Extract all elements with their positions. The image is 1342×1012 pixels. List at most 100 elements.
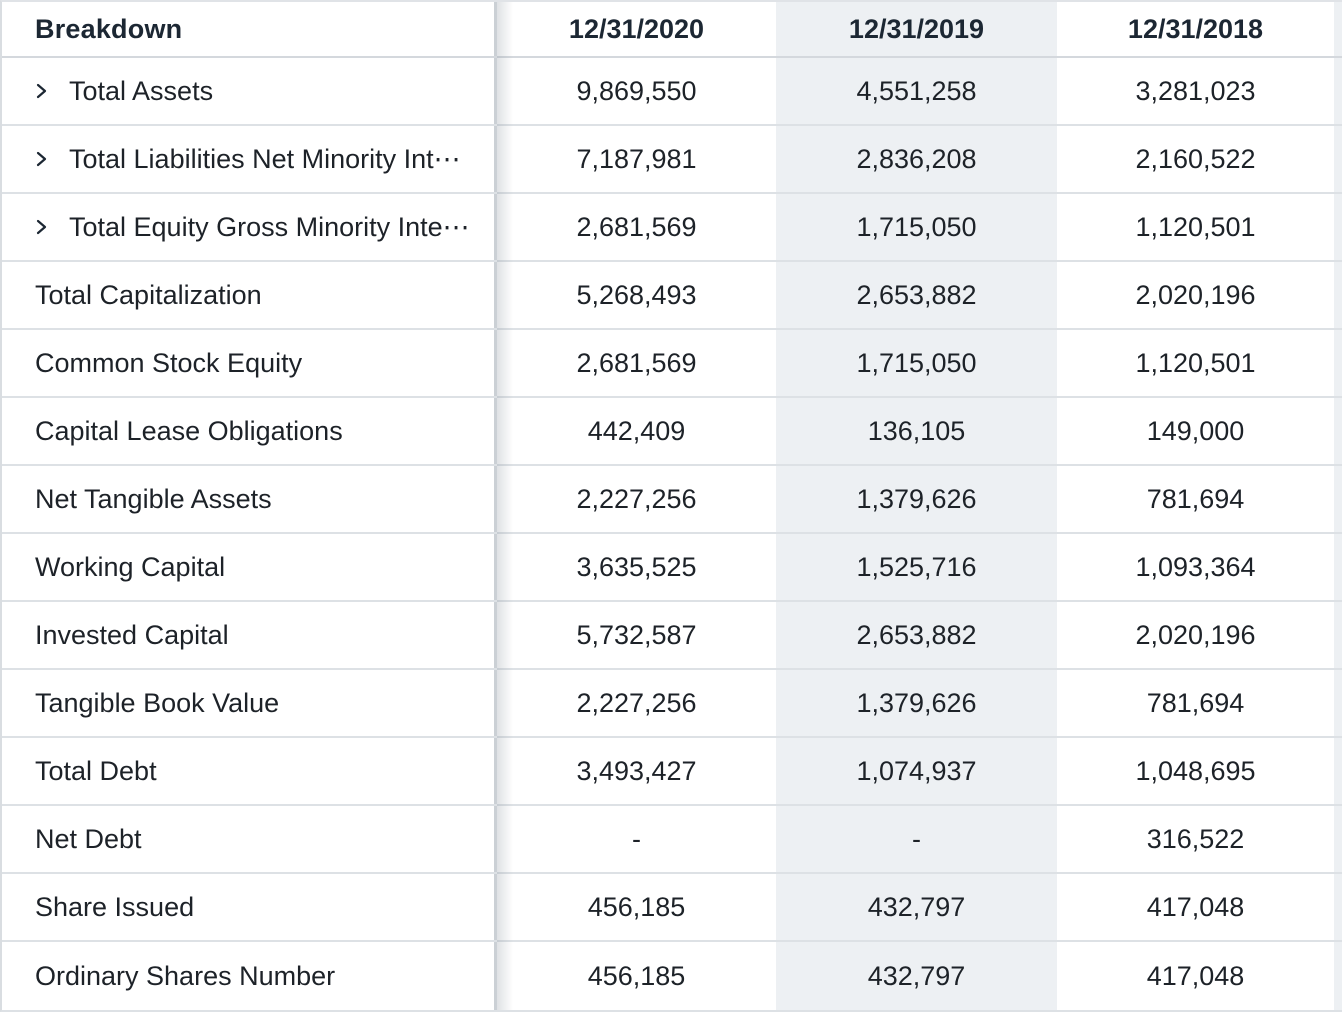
value-cell-2020: 9,869,550	[576, 75, 697, 106]
next-column-edge	[1334, 194, 1342, 260]
value-cell-2019: 4,551,258	[776, 58, 1057, 124]
value-cell-2018: 3,281,023	[1135, 75, 1256, 106]
table-row: Invested Capital 5,732,587 2,653,882 2,0…	[2, 602, 1342, 670]
row-label: Total Capitalization	[35, 279, 262, 310]
next-column-edge	[1334, 58, 1342, 124]
row-label: Total Equity Gross Minority Inte⋯	[69, 211, 470, 242]
table-row: Share Issued 456,185 432,797 417,048	[2, 874, 1342, 942]
value-cell-2019: 1,715,050	[776, 330, 1057, 396]
row-label: Tangible Book Value	[35, 687, 280, 718]
value-cell-2018: 1,120,501	[1135, 211, 1256, 242]
column-header-date-2020: 12/31/2020	[568, 13, 705, 44]
row-label: Total Debt	[35, 755, 157, 786]
next-column-edge	[1334, 330, 1342, 396]
table-row: Ordinary Shares Number 456,185 432,797 4…	[2, 942, 1342, 1010]
value-cell-2020: 442,409	[587, 415, 686, 446]
value-cell-2019: 2,836,208	[776, 126, 1057, 192]
table-row: Total Liabilities Net Minority Int⋯ 7,18…	[2, 126, 1342, 194]
row-label: Total Assets	[69, 75, 214, 106]
row-label: Net Tangible Assets	[35, 483, 272, 514]
row-label: Common Stock Equity	[35, 347, 303, 378]
row-label: Ordinary Shares Number	[35, 960, 336, 991]
table-row: Total Debt 3,493,427 1,074,937 1,048,695	[2, 738, 1342, 806]
value-cell-2019: 136,105	[776, 398, 1057, 464]
next-column-edge	[1334, 874, 1342, 940]
value-cell-2018: 149,000	[1146, 415, 1245, 446]
chevron-right-icon[interactable]	[35, 218, 48, 236]
next-column-edge	[1334, 2, 1342, 56]
row-label: Net Debt	[35, 823, 142, 854]
row-label-cell: Ordinary Shares Number	[2, 942, 497, 1010]
value-cell-2019: -	[776, 806, 1057, 872]
next-column-edge	[1334, 942, 1342, 1010]
value-cell-2020: 7,187,981	[576, 143, 697, 174]
row-label-cell: Tangible Book Value	[2, 670, 497, 736]
next-column-edge	[1334, 262, 1342, 328]
value-cell-2019: 2,653,882	[776, 262, 1057, 328]
row-label-cell: Net Debt	[2, 806, 497, 872]
table-row: Total Capitalization 5,268,493 2,653,882…	[2, 262, 1342, 330]
next-column-edge	[1334, 398, 1342, 464]
row-label: Invested Capital	[35, 619, 229, 650]
row-label-cell: Share Issued	[2, 874, 497, 940]
chevron-right-icon[interactable]	[35, 82, 48, 100]
row-label: Total Liabilities Net Minority Int⋯	[69, 143, 461, 174]
table-row: Net Debt - - 316,522	[2, 806, 1342, 874]
row-label-cell[interactable]: Total Assets	[2, 58, 497, 124]
column-header-breakdown: Breakdown	[2, 2, 497, 56]
value-cell-2018: 781,694	[1146, 483, 1245, 514]
value-cell-2020: 456,185	[587, 960, 686, 991]
next-column-edge	[1334, 602, 1342, 668]
column-header-date-2019: 12/31/2019	[776, 2, 1057, 56]
value-cell-2020: 456,185	[587, 891, 686, 922]
value-cell-2019: 1,379,626	[776, 670, 1057, 736]
next-column-edge	[1334, 466, 1342, 532]
value-cell-2018: 417,048	[1146, 891, 1245, 922]
value-cell-2018: 1,120,501	[1135, 347, 1256, 378]
next-column-edge	[1334, 534, 1342, 600]
value-cell-2018: 781,694	[1146, 687, 1245, 718]
value-cell-2018: 2,020,196	[1135, 619, 1256, 650]
row-label: Share Issued	[35, 891, 195, 922]
value-cell-2020: 3,635,525	[576, 551, 697, 582]
value-cell-2018: 2,020,196	[1135, 279, 1256, 310]
table-row: Net Tangible Assets 2,227,256 1,379,626 …	[2, 466, 1342, 534]
value-cell-2018: 417,048	[1146, 960, 1245, 991]
value-cell-2019: 1,525,716	[776, 534, 1057, 600]
row-label-cell: Common Stock Equity	[2, 330, 497, 396]
value-cell-2020: 2,227,256	[576, 483, 697, 514]
value-cell-2018: 1,048,695	[1135, 755, 1256, 786]
row-label-cell[interactable]: Total Equity Gross Minority Inte⋯	[2, 194, 497, 260]
row-label-cell: Net Tangible Assets	[2, 466, 497, 532]
chevron-right-icon[interactable]	[35, 150, 48, 168]
value-cell-2018: 1,093,364	[1135, 551, 1256, 582]
table-body: Total Assets 9,869,550 4,551,258 3,281,0…	[2, 58, 1342, 1010]
row-label-cell: Invested Capital	[2, 602, 497, 668]
value-cell-2020: 5,268,493	[576, 279, 697, 310]
value-cell-2020: 5,732,587	[576, 619, 697, 650]
value-cell-2019: 1,074,937	[776, 738, 1057, 804]
value-cell-2018: 2,160,522	[1135, 143, 1256, 174]
row-label-cell: Capital Lease Obligations	[2, 398, 497, 464]
row-label-cell: Total Capitalization	[2, 262, 497, 328]
table-row: Working Capital 3,635,525 1,525,716 1,09…	[2, 534, 1342, 602]
row-label: Working Capital	[35, 551, 226, 582]
value-cell-2020: 2,681,569	[576, 347, 697, 378]
value-cell-2020: 2,681,569	[576, 211, 697, 242]
value-cell-2020: 2,227,256	[576, 687, 697, 718]
value-cell-2019: 1,379,626	[776, 466, 1057, 532]
row-label-cell[interactable]: Total Liabilities Net Minority Int⋯	[2, 126, 497, 192]
value-cell-2020: -	[632, 823, 641, 854]
table-row: Capital Lease Obligations 442,409 136,10…	[2, 398, 1342, 466]
value-cell-2019: 2,653,882	[776, 602, 1057, 668]
row-label: Capital Lease Obligations	[35, 415, 343, 446]
next-column-edge	[1334, 670, 1342, 736]
column-header-date-2018: 12/31/2018	[1127, 13, 1264, 44]
row-label-cell: Working Capital	[2, 534, 497, 600]
table-row: Tangible Book Value 2,227,256 1,379,626 …	[2, 670, 1342, 738]
value-cell-2019: 1,715,050	[776, 194, 1057, 260]
value-cell-2019: 432,797	[776, 942, 1057, 1010]
next-column-edge	[1334, 738, 1342, 804]
table-row: Total Assets 9,869,550 4,551,258 3,281,0…	[2, 58, 1342, 126]
table-row: Common Stock Equity 2,681,569 1,715,050 …	[2, 330, 1342, 398]
